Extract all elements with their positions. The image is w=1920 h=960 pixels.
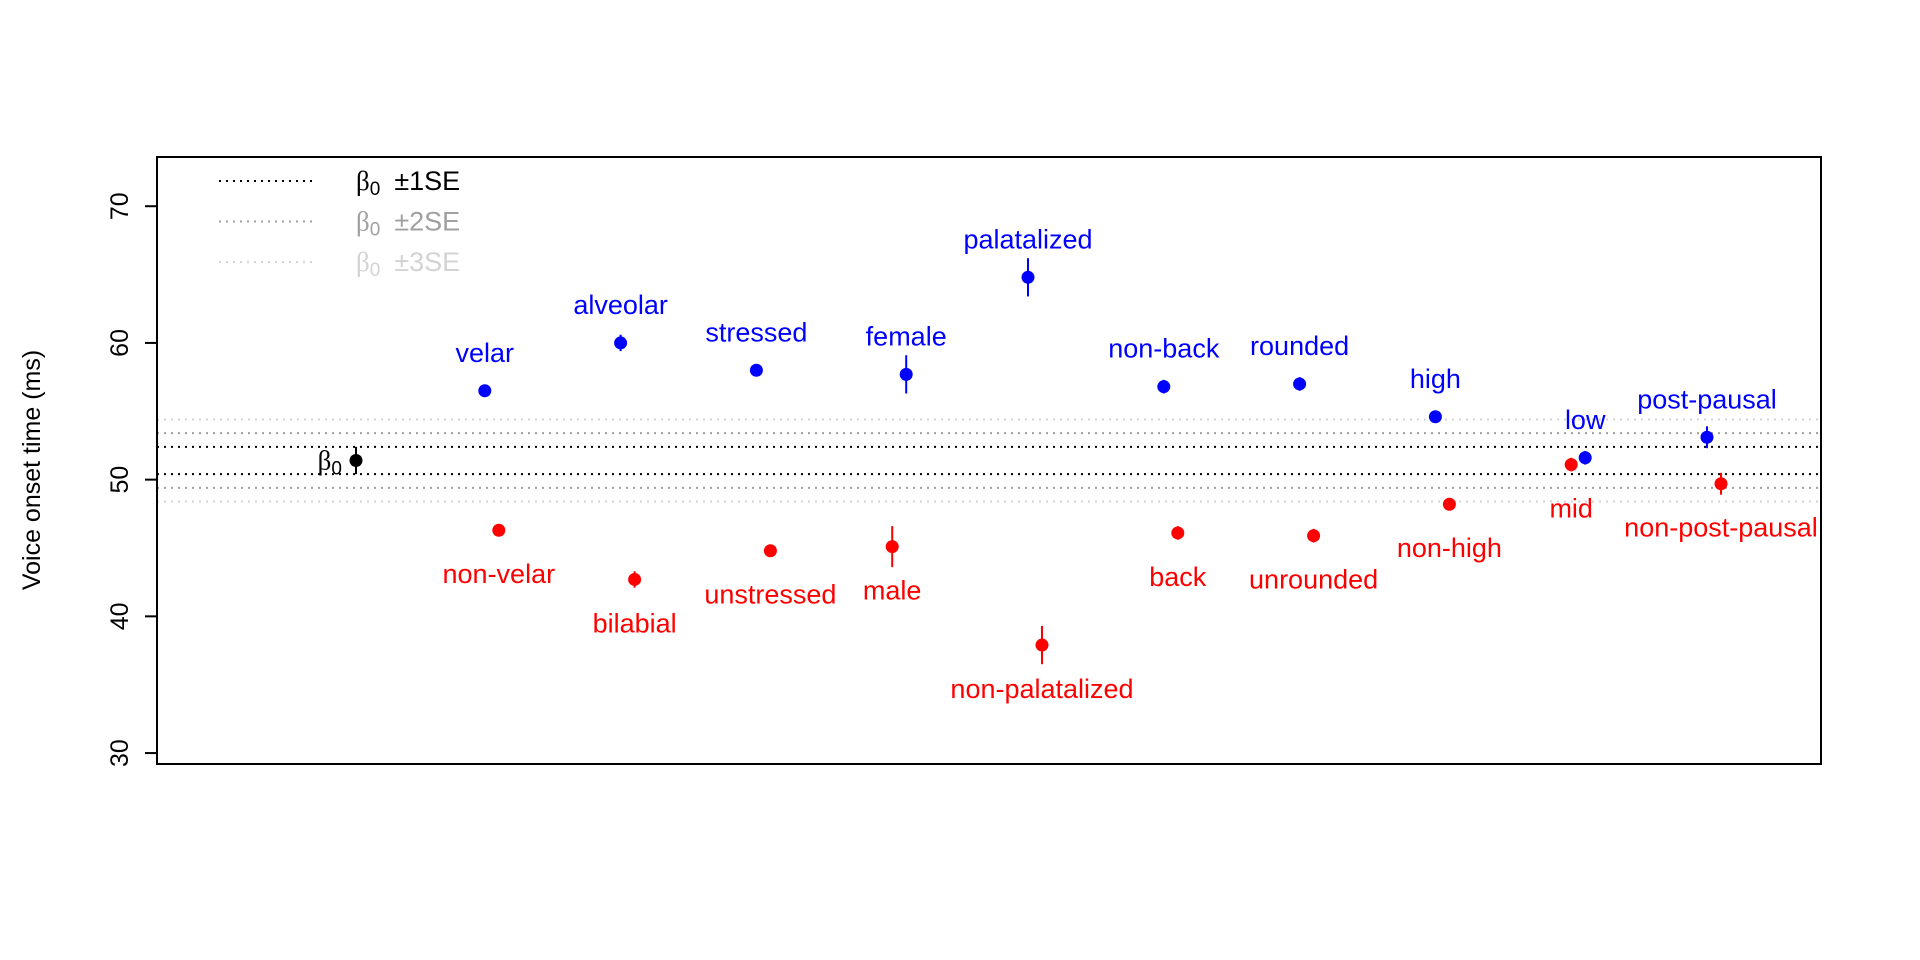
y-tick-label: 40 — [106, 602, 134, 630]
level-blue-point — [749, 363, 763, 377]
level-red-point — [1171, 526, 1185, 540]
y-tick-label: 60 — [106, 329, 134, 357]
level-label-red: male — [863, 576, 922, 606]
level-label-blue: velar — [456, 338, 515, 368]
level-label-blue: post-pausal — [1637, 384, 1777, 414]
level-label-red: bilabial — [593, 608, 677, 638]
se-lines — [157, 418, 1821, 503]
legend-label: β0 ±2SE — [356, 207, 460, 241]
level-label-blue: non-back — [1108, 334, 1220, 364]
level-label-blue: stressed — [705, 317, 807, 347]
level-label-blue: high — [1410, 364, 1461, 394]
intercept-point — [349, 454, 363, 467]
level-red-point — [1035, 638, 1049, 652]
level-label-blue: alveolar — [573, 290, 668, 320]
level-blue-point — [1021, 270, 1035, 284]
level-label-blue: rounded — [1250, 331, 1349, 361]
level-red-point — [492, 523, 506, 537]
legend-label: β0 ±1SE — [356, 166, 460, 200]
level-red-point — [1442, 497, 1456, 511]
level-blue-point — [1578, 451, 1592, 465]
level-red-point — [1307, 529, 1321, 543]
y-tick-label: 70 — [106, 192, 134, 220]
level-blue-point — [1700, 430, 1714, 444]
level-red-point — [628, 572, 642, 586]
intercept-label: β0 — [318, 446, 342, 480]
y-tick-label: 50 — [106, 466, 134, 494]
level-label-red: non-velar — [443, 559, 556, 589]
legend: β0 ±1SE β0 ±2SE β0 ±3SE — [219, 166, 460, 281]
level-blue-point — [1157, 380, 1171, 394]
legend-label: β0 ±3SE — [356, 247, 460, 281]
level-label-blue: palatalized — [963, 224, 1092, 254]
level-label-red: unstressed — [704, 580, 836, 610]
level-red-point — [1714, 477, 1728, 491]
level-label-red: non-palatalized — [950, 674, 1133, 704]
level-blue-point — [1428, 410, 1442, 424]
level-label-blue: female — [866, 321, 947, 351]
level-red-point — [885, 540, 899, 554]
level-label-red: unrounded — [1249, 565, 1378, 595]
y-tick-label: 30 — [106, 739, 134, 767]
level-label-blue: low — [1565, 405, 1606, 435]
data-marks: β0 velar non-velar alveolar bilabial stressed… — [318, 224, 1818, 704]
level-blue-point — [899, 367, 913, 381]
level-label-red: back — [1149, 562, 1207, 592]
level-blue-point — [1293, 377, 1307, 391]
level-red-point — [763, 544, 777, 558]
level-label-red: non-high — [1397, 533, 1502, 563]
level-label-red: non-post-pausal — [1624, 513, 1818, 543]
y-axis: 30 40 50 60 70 — [106, 192, 158, 767]
y-axis-label: Voice onset time (ms) — [18, 350, 46, 590]
level-blue-point — [478, 384, 492, 398]
level-red-point — [1564, 458, 1578, 472]
level-blue-point — [614, 336, 628, 350]
level-label-red: mid — [1549, 494, 1593, 524]
